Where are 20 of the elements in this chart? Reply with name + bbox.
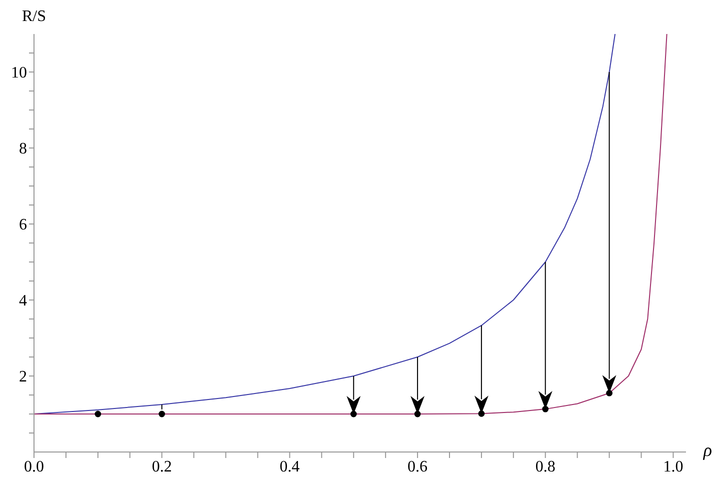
y-tick-label: 4 bbox=[19, 292, 27, 310]
point bbox=[94, 410, 102, 418]
y-tick-label: 6 bbox=[19, 216, 27, 234]
point bbox=[350, 410, 357, 418]
x-tick-label: 0.0 bbox=[24, 458, 44, 476]
x-axis-title: ρ bbox=[703, 440, 712, 461]
x-tick-label: 1.0 bbox=[663, 458, 684, 476]
point bbox=[478, 410, 485, 417]
x-tick-label: 0.8 bbox=[535, 458, 556, 476]
y-tick-label: 2 bbox=[19, 368, 27, 386]
point bbox=[414, 410, 421, 418]
y-tick-label: 10 bbox=[11, 64, 27, 82]
y-tick-label: 8 bbox=[19, 140, 27, 158]
x-tick-label: 0.2 bbox=[152, 458, 172, 476]
x-tick-label: 0.6 bbox=[408, 458, 428, 476]
point bbox=[542, 406, 549, 412]
point bbox=[606, 390, 612, 396]
point bbox=[158, 410, 166, 418]
y-axis-title: R/S bbox=[22, 8, 46, 26]
x-tick-label: 0.4 bbox=[280, 458, 300, 476]
